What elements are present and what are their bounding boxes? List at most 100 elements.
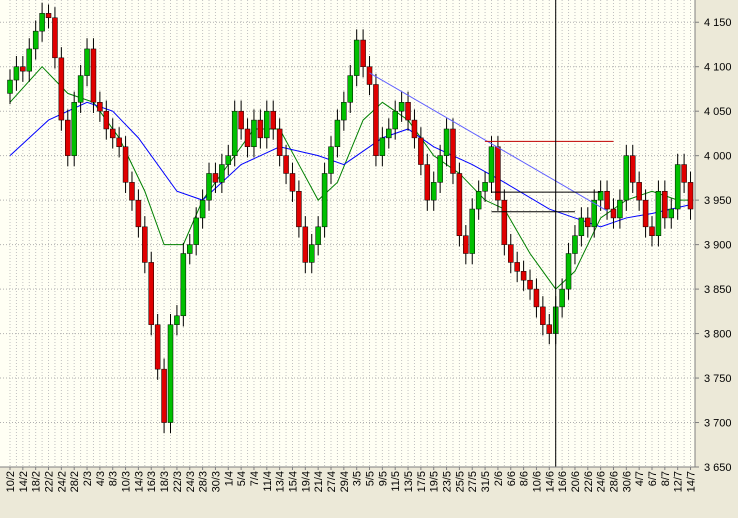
x-tick-label: 17/5 (416, 471, 428, 492)
candle-body (251, 119, 257, 148)
x-tick-label: 11/4 (262, 471, 274, 492)
candle-body (533, 288, 540, 308)
candle-body (386, 128, 392, 139)
candle-body (347, 75, 354, 103)
x-tick-label: 28/2 (69, 471, 81, 492)
x-tick-label: 8/7 (660, 471, 672, 486)
candle-body (206, 173, 212, 201)
y-tick-label: 3 950 (704, 195, 732, 207)
x-tick-label: 3/5 (352, 471, 364, 486)
candle-body (32, 30, 39, 50)
candle-body (463, 235, 469, 254)
candle-body (264, 110, 270, 139)
candle-body (142, 226, 148, 263)
candle-body (161, 368, 167, 423)
candle-body (674, 164, 681, 210)
candle-body (39, 13, 45, 32)
x-tick-label: 13/5 (403, 471, 415, 492)
candle-body (514, 262, 520, 272)
plot-area (0, 0, 695, 467)
x-tick-label: 15/4 (287, 471, 299, 492)
x-tick-label: 30/3 (210, 471, 222, 492)
candle-body (238, 110, 244, 130)
x-tick-label: 5/4 (236, 471, 248, 486)
candle-body (482, 182, 488, 192)
candle-body (546, 324, 553, 334)
x-tick-label: 4/3 (95, 471, 107, 486)
x-tick-label: 29/4 (339, 471, 351, 492)
candle-body (469, 208, 475, 254)
candle-body (341, 102, 347, 121)
candle-body (687, 182, 694, 210)
x-tick-label: 23/5 (442, 471, 454, 492)
candle-body (623, 155, 630, 201)
candle-body (7, 79, 13, 94)
candle-body (655, 190, 662, 236)
candle-body (430, 182, 437, 201)
candle-body (662, 190, 668, 219)
candle-body (604, 190, 610, 210)
x-tick-label: 6/7 (647, 471, 659, 486)
candle-body (135, 199, 142, 228)
candle-body (636, 182, 642, 201)
y-tick-label: 3 850 (704, 284, 732, 296)
candle-body (353, 39, 360, 76)
x-tick-label: 16/3 (146, 471, 158, 492)
candle-body (456, 173, 463, 236)
candle-body (379, 137, 386, 156)
x-tick-label: 11/5 (390, 471, 402, 492)
candle-body (424, 164, 431, 201)
x-tick-label: 14/6 (544, 471, 556, 492)
candle-body (103, 110, 110, 130)
candle-body (97, 102, 103, 112)
x-tick-label: 22/3 (172, 471, 184, 492)
candle-body (597, 190, 604, 201)
candle-body (212, 173, 219, 183)
y-tick-label: 3 650 (704, 462, 732, 474)
x-tick-label: 18/3 (159, 471, 171, 492)
x-tick-label: 14/2 (18, 471, 30, 492)
x-tick-label: 6/6 (506, 471, 518, 486)
candle-body (405, 102, 411, 121)
y-tick-label: 4 150 (704, 17, 732, 29)
x-tick-label: 1/4 (223, 471, 235, 486)
candle-body (578, 217, 585, 236)
candle-body (154, 324, 161, 370)
marks (7, 0, 694, 467)
x-tick-label: 7/4 (249, 471, 261, 486)
x-tick-label: 24/2 (56, 471, 68, 492)
candle-body (520, 271, 527, 281)
candle-body (668, 208, 675, 219)
candle-body (373, 84, 379, 156)
candle-body (231, 110, 238, 156)
x-tick-label: 19/4 (300, 471, 312, 492)
candle-body (540, 306, 546, 325)
x-tick-label: 31/5 (480, 471, 492, 492)
candle-body (116, 137, 122, 148)
x-tick-label: 22/2 (44, 471, 56, 492)
candle-body (225, 155, 232, 165)
x-tick-label: 8/6 (519, 471, 531, 486)
candle-body (84, 48, 90, 76)
candle-body (276, 128, 283, 156)
y-tick-label: 4 100 (704, 62, 732, 74)
candle-body (122, 146, 129, 183)
x-tick-label: 10/3 (121, 471, 133, 492)
candle-body (437, 155, 443, 183)
candle-body (328, 146, 334, 174)
candle-body (649, 226, 655, 236)
candle-body (681, 164, 687, 183)
x-tick-label: 27/5 (467, 471, 479, 492)
candle-body (187, 244, 193, 254)
x-tick-label: 30/6 (621, 471, 633, 492)
candle-body (45, 13, 52, 19)
x-tick-label: 21/4 (313, 471, 325, 492)
x-tick-label: 2/3 (82, 471, 94, 486)
candle-body (629, 155, 636, 183)
candle-body (508, 244, 514, 263)
candle-body (65, 119, 71, 156)
candle-body (71, 102, 77, 156)
candle-body (321, 173, 328, 228)
y-tick-label: 3 750 (704, 373, 732, 385)
